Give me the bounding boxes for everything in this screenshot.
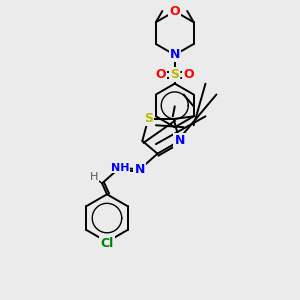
Text: O: O <box>183 68 194 81</box>
Text: O: O <box>156 68 166 81</box>
Text: N: N <box>134 163 145 176</box>
Text: Cl: Cl <box>100 237 114 250</box>
Text: NH: NH <box>111 163 129 172</box>
Text: N: N <box>169 48 180 62</box>
Text: H: H <box>90 172 98 182</box>
Text: S: S <box>170 68 179 81</box>
Text: O: O <box>169 5 180 18</box>
Text: N: N <box>174 134 185 147</box>
Text: S: S <box>144 112 153 125</box>
